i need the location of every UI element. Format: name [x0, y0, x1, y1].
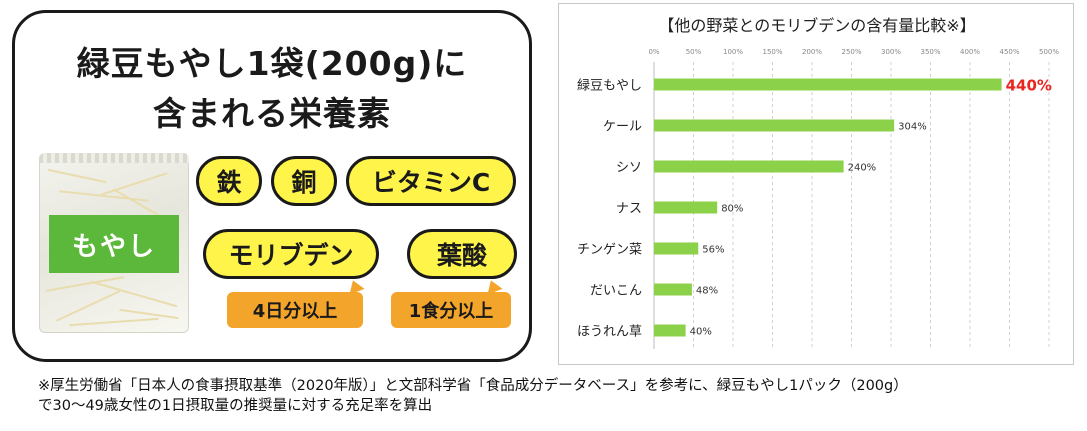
folate-callout: 1食分以上: [391, 292, 511, 328]
category-label: シソ: [616, 161, 642, 176]
category-label: ほうれん草: [577, 325, 642, 340]
x-tick-label: 150%: [762, 48, 782, 56]
bar: [654, 119, 895, 132]
panel-title-line2: 含まれる栄養素: [153, 94, 391, 133]
value-label: 304%: [898, 122, 927, 133]
bar: [654, 242, 699, 255]
x-tick-label: 200%: [802, 48, 822, 56]
x-tick-label: 250%: [841, 48, 861, 56]
value-label: 440%: [1006, 77, 1052, 95]
nutrient-iron: 鉄: [196, 156, 262, 206]
x-tick-label: 400%: [960, 48, 980, 56]
nutrient-vitamin-c: ビタミンC: [346, 156, 516, 206]
panel-title: 緑豆もやし1袋(200g)に 含まれる栄養素: [15, 39, 529, 139]
x-tick-label: 300%: [881, 48, 901, 56]
category-label: ケール: [603, 120, 642, 135]
value-label: 80%: [721, 204, 743, 215]
nutrients-panel: 緑豆もやし1袋(200g)に 含まれる栄養素 もやし 鉄 銅 ビタミンC モリブ…: [12, 10, 532, 362]
bar: [654, 283, 692, 296]
x-tick-label: 100%: [723, 48, 743, 56]
value-label: 48%: [696, 286, 718, 297]
x-tick-label: 450%: [999, 48, 1019, 56]
chart-canvas: 【他の野菜とのモリブデンの含有量比較※】 0% 50% 100% 150% 200% 250…: [577, 16, 1059, 349]
moyashi-bag-image: もやし: [39, 153, 189, 333]
panel-title-line1: 緑豆もやし1袋(200g)に: [76, 44, 468, 83]
nutrient-folate: 葉酸: [407, 229, 517, 279]
value-label: 40%: [690, 327, 712, 338]
bar: [654, 78, 1002, 91]
bar: [654, 324, 686, 337]
x-tick-label: 50%: [686, 48, 702, 56]
category-label: ナス: [616, 202, 642, 217]
nutrient-copper: 銅: [271, 156, 337, 206]
value-label: 56%: [702, 245, 724, 256]
chart-title: 【他の野菜とのモリブデンの含有量比較※】: [658, 16, 975, 35]
category-label: 緑豆もやし: [577, 79, 642, 94]
bag-label: もやし: [49, 215, 179, 273]
molybdenum-chart: 【他の野菜とのモリブデンの含有量比較※】 0% 50% 100% 150% 200% 250…: [558, 3, 1074, 365]
bar: [654, 160, 844, 173]
x-tick-label: 350%: [920, 48, 940, 56]
footnote: ※厚生労働省「日本人の食事摂取基準（2020年版）」と文部科学省「食品成分データ…: [38, 376, 1078, 416]
footnote-line2: で30～49歳女性の1日摂取量の推奨量に対する充足率を算出: [38, 398, 433, 414]
bar: [654, 201, 718, 214]
value-label: 240%: [848, 163, 877, 174]
molybdenum-callout: 4日分以上: [227, 292, 363, 328]
category-label: チンゲン菜: [577, 243, 642, 258]
x-tick-label: 500%: [1039, 48, 1059, 56]
category-label: だいこん: [590, 284, 642, 299]
nutrient-molybdenum: モリブデン: [203, 229, 379, 279]
x-tick-label: 0%: [648, 48, 659, 56]
footnote-line1: ※厚生労働省「日本人の食事摂取基準（2020年版）」と文部科学省「食品成分データ…: [38, 378, 908, 394]
